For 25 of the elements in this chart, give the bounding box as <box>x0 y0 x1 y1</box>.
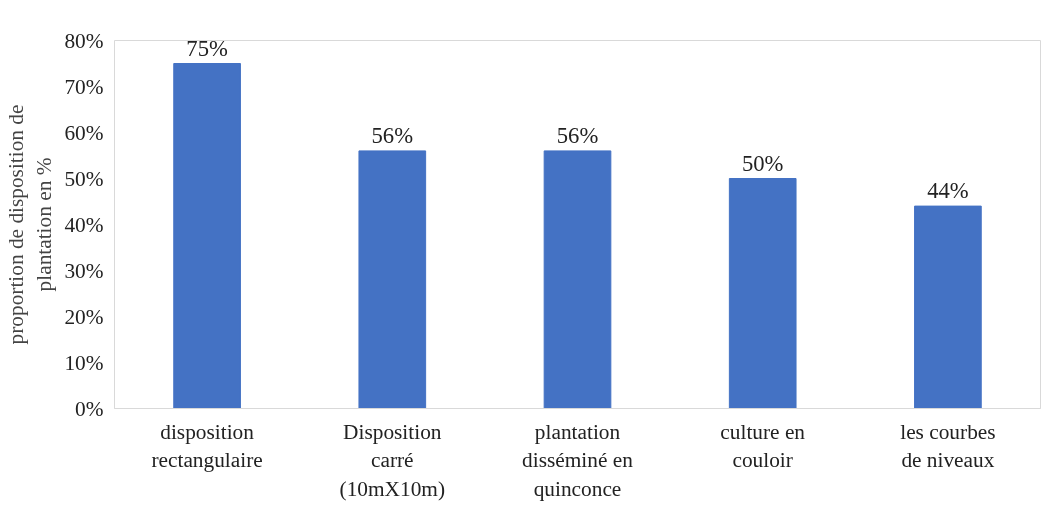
bar <box>728 178 797 409</box>
y-tick-label: 30% <box>64 258 104 283</box>
y-tick-label: 0% <box>75 396 104 421</box>
y-tick-label: 70% <box>64 74 104 99</box>
data-label: 75% <box>186 35 228 61</box>
y-tick-label: 20% <box>64 304 104 329</box>
y-tick-label: 80% <box>64 28 104 53</box>
data-label: 50% <box>741 150 784 176</box>
y-tick-label: 10% <box>64 350 104 375</box>
y-tick-label: 50% <box>64 166 104 191</box>
bar <box>173 63 241 409</box>
data-label: 56% <box>371 122 414 148</box>
bar <box>543 150 612 409</box>
y-tick-label: 60% <box>64 120 104 145</box>
x-tick-label: culture en couloir <box>720 419 806 473</box>
bar <box>914 205 982 409</box>
data-label: 44% <box>927 178 969 204</box>
y-axis-title: proportion de disposition de plantation en % <box>3 104 57 345</box>
bar <box>358 150 427 409</box>
data-label: 56% <box>556 122 599 148</box>
y-tick-label: 40% <box>64 212 104 237</box>
x-tick-label: les courbes de niveaux <box>900 419 996 473</box>
x-tick-label: Disposition carré (10mX10m) <box>339 419 446 502</box>
x-tick-label: plantation disséminé en quinconce <box>522 419 634 502</box>
x-tick-label: disposition rectangulaire <box>151 419 263 473</box>
